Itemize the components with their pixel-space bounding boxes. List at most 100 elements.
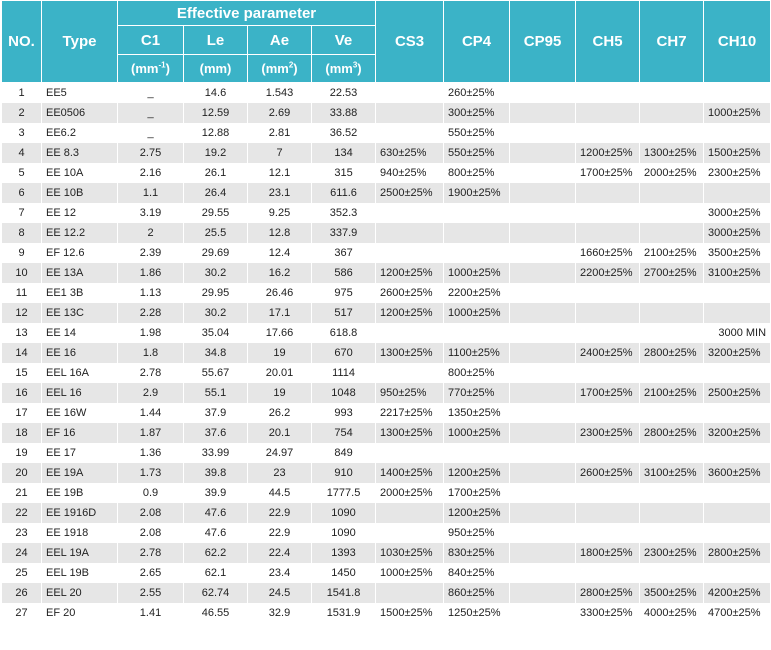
cell-ch10	[703, 483, 771, 503]
cell-c1: 2.08	[117, 503, 184, 523]
cell-ve: 618.8	[310, 323, 377, 343]
cell-ch10: 3000±25%	[703, 223, 771, 243]
cell-type: EE 19B	[41, 483, 118, 503]
cell-ch10	[703, 563, 771, 583]
cell-ch5	[575, 223, 641, 243]
cell-cp95	[509, 443, 577, 463]
cell-le: 30.2	[183, 303, 248, 323]
cell-cp4: 770±25%	[443, 383, 511, 403]
cell-ch5: 1200±25%	[575, 143, 641, 163]
cell-le: 26.4	[183, 183, 248, 203]
unit-ve: (mm3)	[310, 54, 377, 83]
cell-no: 15	[1, 363, 42, 383]
cell-cp95	[509, 483, 577, 503]
cell-ch7: 2300±25%	[639, 543, 705, 563]
cell-cp4	[443, 443, 511, 463]
table-row: 12 EE 13C 2.28 30.2 17.1 517 1200±25% 1000±25%	[1, 303, 771, 323]
cell-ae: 22.9	[247, 523, 312, 543]
table-row: 19 EE 17 1.36 33.99 24.97 849	[1, 443, 771, 463]
cell-cp4: 260±25%	[443, 82, 511, 103]
cell-c1: 2.55	[117, 583, 184, 603]
cell-ae: 19	[247, 343, 312, 363]
cell-le: 30.2	[183, 263, 248, 283]
cell-cp4: 1350±25%	[443, 403, 511, 423]
cell-type: EE6.2	[41, 123, 118, 143]
unit-ve-close: )	[357, 61, 362, 76]
cell-cp95	[509, 543, 577, 563]
table-row: 8 EE 12.2 2 25.5 12.8 337.9 3000±25%	[1, 223, 771, 243]
cell-c1: 1.8	[117, 343, 184, 363]
cell-ch10: 4700±25%	[703, 603, 771, 623]
cell-cs3	[375, 123, 445, 143]
cell-type: EE 12.2	[41, 223, 118, 243]
cell-c1: 1.44	[117, 403, 184, 423]
cell-no: 26	[1, 583, 42, 603]
cell-no: 10	[1, 263, 42, 283]
cell-ch5	[575, 283, 641, 303]
cell-type: EE 19A	[41, 463, 118, 483]
header-cs3: CS3	[375, 0, 445, 83]
cell-ch5: 1660±25%	[575, 243, 641, 263]
cell-c1: _	[117, 123, 184, 143]
cell-c1: 0.9	[117, 483, 184, 503]
cell-cp95	[509, 503, 577, 523]
cell-ch10: 2500±25%	[703, 383, 771, 403]
header-effective-parameter: Effective parameter	[116, 0, 377, 26]
cell-c1: 1.86	[117, 263, 184, 283]
cell-ve: 33.88	[310, 103, 377, 123]
cell-type: EE 8.3	[41, 143, 118, 163]
table-row: 18 EF 16 1.87 37.6 20.1 754 1300±25% 1000±25% 23…	[1, 423, 771, 443]
cell-ch7	[639, 103, 705, 123]
cell-ch5: 1700±25%	[575, 163, 641, 183]
cell-type: EE0506	[41, 103, 118, 123]
table-row: 7 EE 12 3.19 29.55 9.25 352.3 3000±25%	[1, 203, 771, 223]
cell-cs3: 1400±25%	[375, 463, 445, 483]
unit-ve-base: (mm	[325, 61, 353, 76]
cell-cp95	[509, 143, 577, 163]
header-ve: Ve	[310, 25, 377, 55]
cell-cp95	[509, 323, 577, 343]
cell-cs3	[375, 223, 445, 243]
cell-cp4: 1250±25%	[443, 603, 511, 623]
cell-le: 12.59	[183, 103, 248, 123]
cell-le: 46.55	[183, 603, 248, 623]
cell-ch7: 2800±25%	[639, 423, 705, 443]
table-row: 13 EE 14 1.98 35.04 17.66 618.8 3000 MIN	[1, 323, 771, 343]
cell-ch5: 2300±25%	[575, 423, 641, 443]
cell-cp4: 1200±25%	[443, 463, 511, 483]
cell-ch7	[639, 443, 705, 463]
table-row: 16 EEL 16 2.9 55.1 19 1048 950±25% 770±25% 1700±…	[1, 383, 771, 403]
cell-ch10: 4200±25%	[703, 583, 771, 603]
cell-cp4: 1900±25%	[443, 183, 511, 203]
cell-ae: 22.9	[247, 503, 312, 523]
cell-le: 55.67	[183, 363, 248, 383]
cell-ch5	[575, 103, 641, 123]
cell-ch5	[575, 183, 641, 203]
cell-le: 14.6	[183, 82, 248, 103]
table-row: 9 EF 12.6 2.39 29.69 12.4 367 1660±25% 2100±25%…	[1, 243, 771, 263]
cell-no: 12	[1, 303, 42, 323]
cell-no: 20	[1, 463, 42, 483]
table-row: 2 EE0506 _ 12.59 2.69 33.88 300±25% 1000±25%	[1, 103, 771, 123]
cell-no: 17	[1, 403, 42, 423]
cell-type: EE 10B	[41, 183, 118, 203]
cell-cp4: 1000±25%	[443, 263, 511, 283]
cell-type: EE 17	[41, 443, 118, 463]
cell-ch7: 2000±25%	[639, 163, 705, 183]
cell-ve: 1393	[310, 543, 377, 563]
cell-cs3: 2500±25%	[375, 183, 445, 203]
cell-cs3: 1000±25%	[375, 563, 445, 583]
cell-ve: 670	[310, 343, 377, 363]
cell-ch5	[575, 363, 641, 383]
cell-le: 62.1	[183, 563, 248, 583]
cell-ch5	[575, 123, 641, 143]
cell-c1: 2.28	[117, 303, 184, 323]
cell-ae: 2.69	[247, 103, 312, 123]
cell-cp4: 2200±25%	[443, 283, 511, 303]
cell-no: 27	[1, 603, 42, 623]
cell-le: 39.9	[183, 483, 248, 503]
cell-ve: 22.53	[310, 82, 377, 103]
unit-c1-base: (mm	[131, 61, 159, 76]
cell-cp4	[443, 223, 511, 243]
cell-no: 6	[1, 183, 42, 203]
